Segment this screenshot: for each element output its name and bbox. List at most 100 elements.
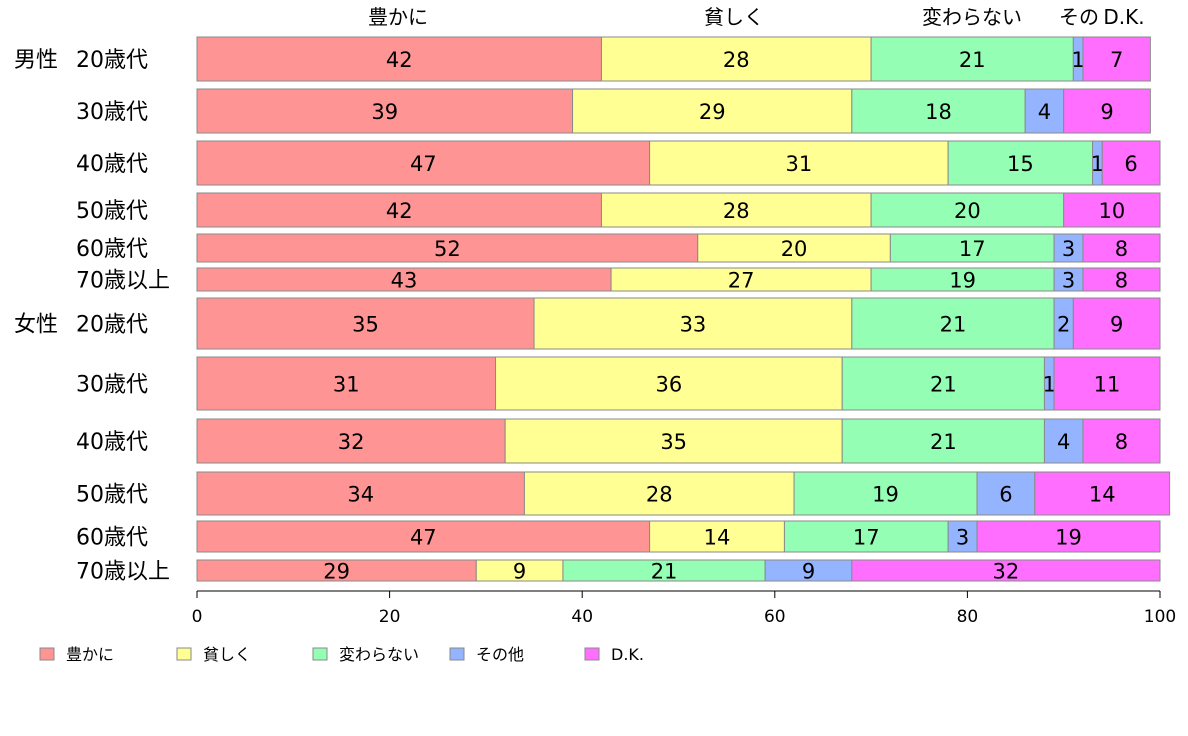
legend-label: 貧しく [203, 645, 251, 664]
bar-segment [889, 233, 1055, 263]
category-label: 30歳代 [76, 373, 148, 398]
category-label: 50歳代 [76, 483, 148, 508]
data-label: 3 [1062, 269, 1075, 293]
category-label: 40歳代 [76, 430, 148, 455]
bar-segment [1043, 418, 1084, 464]
data-label: 29 [323, 560, 350, 584]
bar-segment [600, 36, 872, 82]
bar-segment [649, 520, 785, 553]
bar-segment [851, 559, 1161, 582]
category-label: 60歳代 [76, 526, 148, 551]
bar-segment [1082, 267, 1161, 292]
category-label: 50歳代 [76, 199, 148, 224]
legend-label: その他 [476, 645, 524, 664]
data-label: 35 [352, 313, 379, 337]
bar-segment [1063, 88, 1151, 134]
data-label: 3 [1062, 237, 1075, 261]
x-axis: 0 20 40 60 80 100 [192, 590, 1176, 627]
bar-segment [870, 36, 1074, 82]
bar-segment [851, 88, 1026, 134]
data-label: 42 [386, 199, 413, 223]
data-label: 2 [1057, 313, 1070, 337]
bar-segment [196, 297, 535, 350]
bar-segment [600, 192, 872, 228]
bar-segment [1063, 192, 1161, 228]
top-label: 豊かに [368, 5, 428, 29]
data-label: 27 [728, 269, 755, 293]
data-label: 20 [781, 237, 808, 261]
x-tick-label: 100 [1144, 607, 1176, 627]
bar-segment [976, 471, 1036, 516]
data-label: 33 [680, 313, 707, 337]
data-label: 21 [959, 48, 986, 72]
category-label: 70歳以上 [76, 269, 170, 294]
data-label: 6 [999, 483, 1012, 507]
data-label: 1 [1043, 373, 1056, 397]
legend-label: D.K. [611, 645, 644, 664]
category-label: 30歳代 [76, 100, 148, 125]
data-label: 36 [656, 373, 683, 397]
data-label: 29 [699, 100, 726, 124]
data-label: 39 [371, 100, 398, 124]
bar-segment [1101, 140, 1161, 186]
bar-segment [196, 88, 574, 134]
data-label: 9 [513, 560, 526, 584]
bar-segment [196, 471, 525, 516]
bar-segment [196, 36, 602, 82]
data-label: 4 [1038, 100, 1051, 124]
legend-swatch [176, 647, 192, 661]
data-label: 1 [1071, 48, 1084, 72]
data-label: 4 [1057, 430, 1070, 454]
group-label: 男性 [14, 48, 58, 73]
data-label: 18 [925, 100, 952, 124]
data-label: 3 [956, 526, 969, 550]
bar-segment [649, 140, 949, 186]
bar-segment [793, 471, 978, 516]
data-label: 21 [651, 560, 678, 584]
data-label: 9 [1100, 100, 1113, 124]
data-label: 7 [1110, 48, 1123, 72]
top-label: 変わらない [922, 5, 1022, 29]
bar-segment [1072, 297, 1161, 350]
x-tick-label: 80 [957, 607, 979, 627]
data-label: 14 [1089, 483, 1116, 507]
data-label: 1 [1091, 152, 1104, 176]
data-label: 34 [347, 483, 374, 507]
category-label: 20歳代 [76, 313, 148, 338]
data-label: 31 [786, 152, 813, 176]
data-label: 43 [391, 269, 418, 293]
top-label: 貧しく [704, 5, 764, 29]
bar-segment [1024, 88, 1065, 134]
data-label: 32 [338, 430, 365, 454]
x-tick-label: 20 [379, 607, 401, 627]
top-label: D.K. [1103, 5, 1144, 29]
data-label: 47 [410, 152, 437, 176]
data-label: 8 [1115, 269, 1128, 293]
bar-segment [196, 192, 602, 228]
bar-segment [697, 233, 891, 263]
bar-segment [495, 356, 843, 411]
x-tick-label: 0 [192, 607, 203, 627]
bar-segment [1082, 36, 1151, 82]
category-label: 60歳代 [76, 237, 148, 262]
data-label: 6 [1124, 152, 1137, 176]
data-label: 17 [959, 237, 986, 261]
data-label: 9 [1110, 313, 1123, 337]
data-label: 35 [660, 430, 687, 454]
data-label: 11 [1094, 373, 1121, 397]
data-label: 9 [802, 560, 815, 584]
legend-swatch [449, 647, 465, 661]
legend: 豊かに 貧しく 変わらない その他 D.K. [39, 645, 644, 664]
data-label: 20 [954, 199, 981, 223]
bar-segment [976, 520, 1161, 553]
data-label: 19 [949, 269, 976, 293]
bar-segment [1034, 471, 1171, 516]
bar-segment [1053, 356, 1161, 411]
x-tick-label: 40 [571, 607, 593, 627]
data-label: 19 [872, 483, 899, 507]
bar-segment [870, 192, 1065, 228]
category-label: 70歳以上 [76, 560, 170, 585]
